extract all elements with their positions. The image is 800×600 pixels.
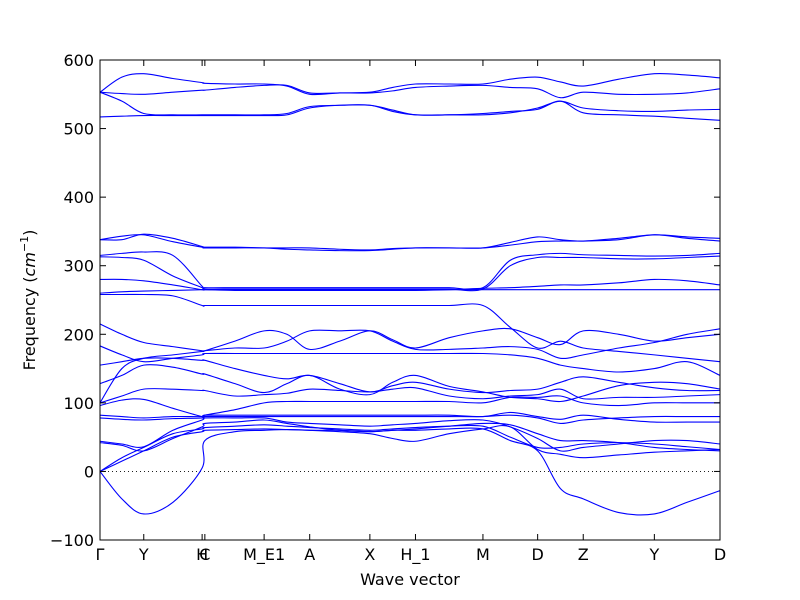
x-tick-label: M_E1 [243, 545, 285, 565]
y-axis-label-main: Frequency [20, 283, 39, 371]
x-tick-label: Γ [96, 545, 105, 564]
y-tick-label: 200 [63, 325, 94, 344]
band-line-9 [99, 386, 721, 404]
y-tick-label: 100 [63, 394, 94, 413]
plot-frame [99, 59, 721, 541]
x-tick-label: Y [138, 545, 149, 564]
band-line-15 [100, 293, 721, 363]
y-axis-label-open: ( [20, 276, 39, 282]
x-tick-label: D [531, 545, 543, 564]
band-line-22 [99, 100, 721, 121]
y-axis-label: Frequency (cm−1) [18, 230, 39, 371]
x-tick-label: A [304, 545, 315, 564]
band-line-8 [99, 395, 720, 418]
y-axis: −100 0 100 200 300 400 500 600 [50, 51, 720, 550]
band-line-11 [99, 357, 721, 394]
x-tick-label: Y [648, 545, 659, 564]
y-tick-label: 600 [63, 51, 94, 70]
band-line-17 [99, 278, 721, 291]
band-line-25 [99, 72, 721, 96]
band-line-13 [99, 323, 721, 360]
x-tick-label: M [476, 545, 490, 564]
x-tick-label: Z [578, 545, 589, 564]
x-tick-label: C [199, 545, 210, 564]
band-line-1 [99, 425, 721, 515]
band-line-24 [99, 84, 721, 99]
band-line-5 [99, 417, 721, 452]
band-line-4 [99, 419, 721, 452]
bands-group [99, 72, 721, 516]
band-line-21 [99, 233, 721, 251]
x-tick-label: D [714, 545, 726, 564]
band-line-3 [99, 424, 721, 472]
band-line-18 [99, 255, 721, 292]
y-axis-label-exp: −1 [18, 236, 31, 252]
y-axis-label-unit: cm [20, 252, 39, 276]
x-tick-label: X [364, 545, 375, 564]
band-line-14 [99, 327, 721, 404]
band-line-12 [99, 345, 721, 376]
band-line-6 [99, 414, 721, 424]
x-tick-label: H [196, 545, 208, 564]
band-line-23 [99, 91, 721, 116]
x-tick-label: H_1 [400, 545, 430, 565]
x-axis: Γ Y HC M_E1 A X H_1 M D Z Y D [96, 60, 726, 565]
y-tick-label: 300 [63, 257, 94, 276]
y-tick-label: −100 [50, 531, 94, 550]
y-tick-label: 400 [63, 188, 94, 207]
x-axis-label: Wave vector [360, 570, 460, 589]
y-tick-label: 500 [63, 120, 94, 139]
y-axis-label-close: ) [20, 230, 39, 236]
y-tick-label: 0 [84, 462, 94, 481]
band-line-19 [99, 251, 721, 291]
